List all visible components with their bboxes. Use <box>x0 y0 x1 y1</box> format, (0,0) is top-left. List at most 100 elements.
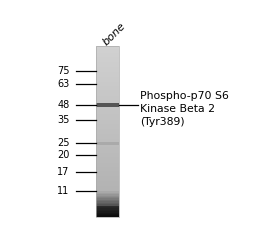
Bar <box>96 166 119 167</box>
Bar <box>96 70 119 72</box>
Bar <box>96 201 119 203</box>
Bar <box>96 69 119 70</box>
Bar <box>96 122 119 123</box>
Bar <box>96 158 119 160</box>
Text: 75: 75 <box>57 66 70 76</box>
Bar <box>96 149 119 150</box>
Bar <box>96 90 119 92</box>
Bar <box>96 164 119 166</box>
Bar <box>96 168 119 170</box>
Text: 11: 11 <box>57 186 70 196</box>
Bar <box>96 200 119 201</box>
Bar <box>96 73 119 74</box>
Bar <box>96 107 119 109</box>
Bar <box>96 194 119 195</box>
Bar <box>96 183 119 184</box>
Bar <box>96 197 119 198</box>
Bar <box>96 154 119 156</box>
Bar <box>96 93 119 94</box>
Bar <box>96 74 119 76</box>
Bar <box>96 79 119 80</box>
Bar <box>96 188 119 190</box>
Bar <box>96 147 119 149</box>
Bar <box>96 184 119 186</box>
Bar <box>96 99 119 100</box>
Bar <box>96 103 119 107</box>
Bar <box>96 112 119 113</box>
Bar <box>96 60 119 62</box>
Bar <box>96 96 119 97</box>
Bar <box>96 163 119 164</box>
Bar <box>96 153 119 154</box>
Bar <box>96 87 119 89</box>
Text: 63: 63 <box>57 79 70 89</box>
Bar <box>96 92 119 93</box>
Bar <box>96 67 119 69</box>
Bar <box>96 57 119 59</box>
Bar <box>96 109 119 110</box>
Bar <box>96 137 119 139</box>
Bar <box>96 170 119 171</box>
Bar <box>96 151 119 153</box>
Bar <box>96 72 119 73</box>
Bar <box>96 141 119 143</box>
Bar <box>96 77 119 79</box>
Bar <box>96 104 119 106</box>
Bar <box>96 180 119 181</box>
Bar <box>96 211 119 213</box>
Bar <box>96 59 119 60</box>
Bar <box>96 56 119 57</box>
Bar <box>96 62 119 63</box>
Bar <box>96 143 119 144</box>
Bar <box>96 157 119 158</box>
Bar <box>96 204 119 206</box>
Bar <box>96 146 119 147</box>
Bar <box>96 89 119 90</box>
Bar <box>96 161 119 163</box>
Bar <box>96 47 119 49</box>
Text: 25: 25 <box>57 138 70 148</box>
Bar <box>96 82 119 83</box>
Bar <box>96 207 119 208</box>
Bar <box>96 119 119 120</box>
Bar <box>96 216 119 217</box>
Bar <box>96 94 119 96</box>
Bar <box>96 208 119 210</box>
Bar <box>96 140 119 141</box>
Bar <box>96 50 119 52</box>
Bar <box>96 191 119 193</box>
Bar <box>96 174 119 176</box>
Bar <box>96 214 119 216</box>
Bar <box>96 193 119 194</box>
Bar <box>96 187 119 188</box>
Bar <box>96 52 119 53</box>
Bar <box>96 80 119 82</box>
Text: Phospho-p70 S6
Kinase Beta 2
(Tyr389): Phospho-p70 S6 Kinase Beta 2 (Tyr389) <box>140 91 229 127</box>
Bar <box>96 167 119 168</box>
Bar <box>96 177 119 179</box>
Bar <box>96 156 119 157</box>
Bar <box>96 120 119 122</box>
Bar <box>96 198 119 200</box>
Bar <box>96 114 119 116</box>
Bar <box>96 64 119 66</box>
Bar <box>96 46 119 217</box>
Bar <box>96 130 119 131</box>
Bar <box>96 101 119 103</box>
Bar <box>96 181 119 183</box>
Bar <box>96 106 119 107</box>
Bar <box>96 55 119 56</box>
Bar <box>96 210 119 211</box>
Bar <box>96 126 119 127</box>
Bar <box>96 129 119 130</box>
Bar <box>96 190 119 191</box>
Bar <box>96 142 119 145</box>
Bar <box>96 144 119 146</box>
Bar <box>96 110 119 112</box>
Bar <box>96 176 119 177</box>
Bar <box>96 53 119 55</box>
Bar <box>96 76 119 77</box>
Bar <box>96 103 119 104</box>
Bar <box>96 150 119 151</box>
Bar <box>96 134 119 136</box>
